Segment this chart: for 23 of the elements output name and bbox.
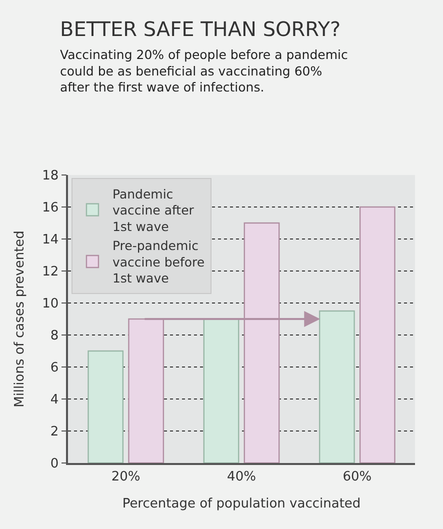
chart-title: BETTER SAFE THAN SORRY? [60, 17, 341, 41]
y-tick-label: 2 [50, 424, 59, 440]
bar [88, 350, 124, 463]
y-tick-label: 16 [42, 200, 59, 216]
y-tick-label: 8 [50, 328, 59, 344]
legend-label: Pre-pandemic vaccine before 1st wave [112, 238, 205, 286]
y-tick-label: 4 [50, 392, 59, 408]
x-tick-label: 60% [342, 469, 372, 484]
bar [203, 318, 240, 463]
y-tick-label: 18 [42, 168, 59, 184]
y-tick-label: 12 [42, 264, 59, 280]
y-tick-label: 0 [50, 456, 59, 472]
chart-subtitle: Vaccinating 20% of people before a pandemic could be as beneficial as vaccinating 60% after the first wave of infections. [60, 47, 348, 94]
x-tick-label: 40% [227, 469, 256, 484]
legend-label: Pandemic vaccine after 1st wave [112, 186, 195, 234]
y-tick-label: 14 [42, 232, 59, 248]
y-tick-label: 6 [50, 360, 59, 376]
y-tick-label: 10 [42, 296, 59, 312]
bar [359, 206, 396, 463]
bar [318, 310, 355, 463]
y-axis-title: Millions of cases prevented [12, 230, 28, 408]
x-axis-title: Percentage of population vaccinated [122, 496, 361, 512]
x-tick-label: 20% [111, 469, 140, 484]
